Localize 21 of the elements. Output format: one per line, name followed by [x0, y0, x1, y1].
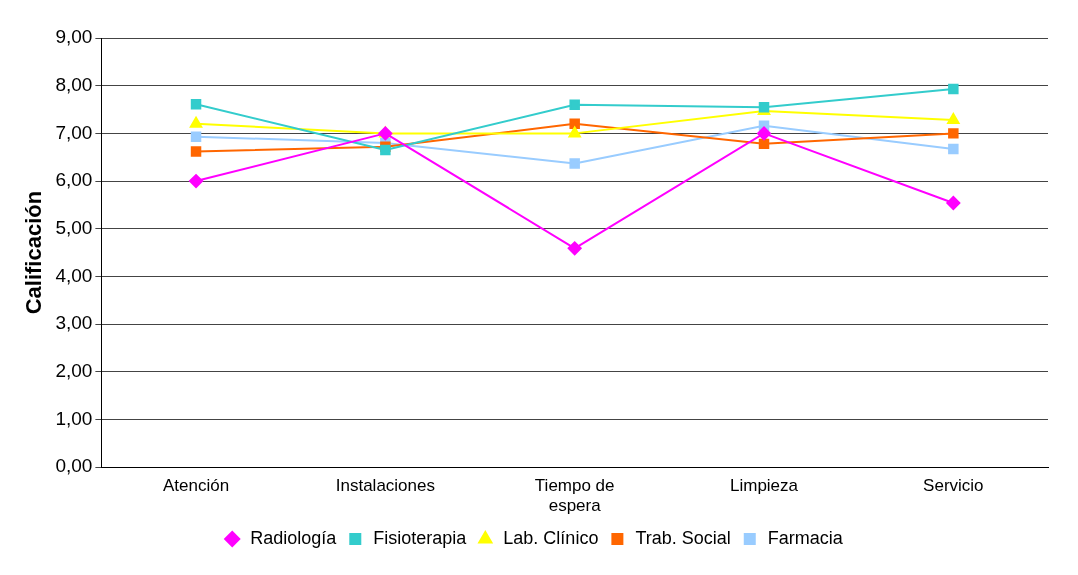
x-tick-label: Tiempo de espera	[534, 476, 615, 516]
y-tick-label: 7,00	[55, 121, 93, 143]
legend-label: Farmacia	[767, 527, 844, 548]
x-tick-label: Limpieza	[729, 476, 799, 496]
y-tick-label: 1,00	[55, 407, 93, 429]
legend-label: Lab. Clínico	[503, 527, 599, 548]
y-tick-label: 6,00	[55, 169, 93, 191]
y-tick-label: 2,00	[55, 360, 93, 382]
y-tick-label: 4,00	[55, 264, 93, 286]
legend-label: Fisioterapia	[373, 527, 468, 548]
x-tick-label: Instalaciones	[335, 476, 435, 496]
y-tick-label: 0,00	[55, 455, 93, 477]
y-axis-title: Calificación	[21, 190, 47, 315]
legend-label: Trab. Social	[635, 527, 731, 548]
y-tick-label: 5,00	[55, 216, 93, 238]
x-tick-label: Servicio	[923, 476, 984, 496]
y-tick-label: 8,00	[55, 73, 93, 95]
y-tick-label: 9,00	[55, 26, 93, 48]
legend-label: Radiología	[250, 527, 338, 548]
x-tick-label: Atención	[162, 476, 230, 496]
y-tick-label: 3,00	[55, 312, 93, 334]
